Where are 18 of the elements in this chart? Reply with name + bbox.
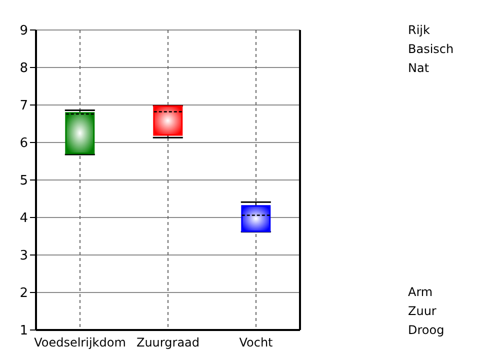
y-tick-label: 3	[20, 248, 28, 264]
x-tick-label: Vocht	[239, 336, 274, 350]
y-tick-label: 9	[20, 24, 28, 39]
y-tick-label: 1	[20, 324, 28, 339]
y-tick-label: 6	[20, 136, 28, 152]
y-tick-label: 8	[20, 61, 28, 76]
y-tick-label: 7	[20, 98, 28, 114]
y-tick-label: 4	[20, 211, 28, 226]
text: Arm	[408, 284, 433, 300]
y-tick-label: 2	[20, 286, 28, 302]
text: Basisch	[408, 41, 454, 57]
text: Droog	[408, 322, 444, 338]
text: Zuur	[408, 303, 436, 319]
text: Nat	[408, 60, 430, 76]
y-tick-label: 5	[20, 174, 28, 189]
text: Rijk	[408, 22, 430, 38]
x-tick-label: Voedselrijkdom	[34, 336, 126, 350]
x-tick-label: Zuurgraad	[136, 336, 200, 350]
